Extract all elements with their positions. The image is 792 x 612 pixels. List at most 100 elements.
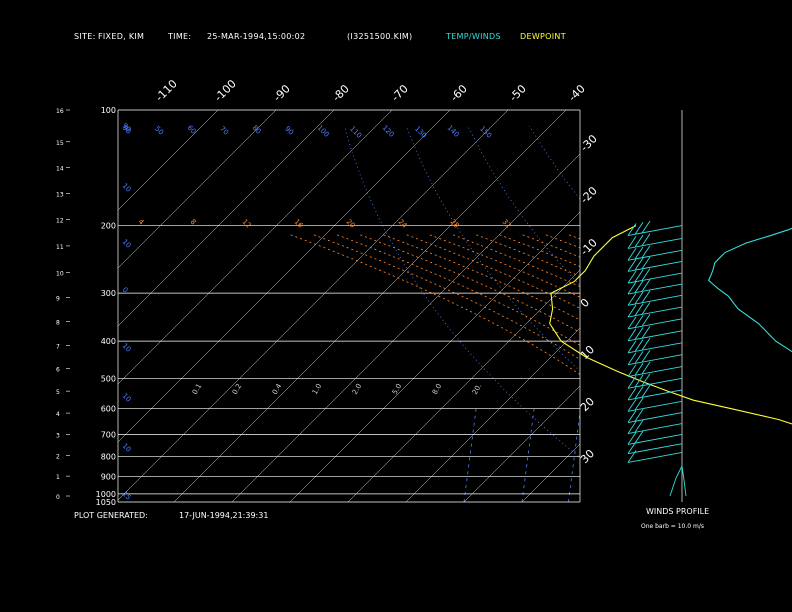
dry-adiabat-line [776,126,792,502]
left-edge-label: 10 [121,238,133,250]
wind-barb [634,234,644,248]
wind-barb [634,222,644,235]
wind-barb [634,291,644,305]
isotherm-label: -40 [566,82,588,104]
wind-barb [641,256,651,270]
wind-barb [641,245,651,258]
dry-adiabat-label: 130 [413,125,428,140]
wind-barb [641,349,651,363]
wind-barb [641,385,651,398]
moist-adiabat-line [496,233,580,268]
height-km-label: 0 [56,494,60,501]
wind-barb [634,420,644,433]
isotherm-label: -50 [507,82,529,104]
wind-shaft [627,283,683,295]
wind-barb [627,399,637,412]
wind-barb [641,313,651,327]
moist-adiabat-label: 8 [189,218,198,227]
dry-adiabat-label: 110 [348,125,363,140]
mixing-ratio-label: 8.0 [431,382,443,396]
wind-barb [627,352,637,365]
wind-shaft [627,237,683,249]
temperature-profile-line [708,227,792,353]
height-km-label: 7 [56,344,60,351]
moist-adiabat-label: 20 [345,218,357,230]
wind-barb [627,223,637,236]
wind-shaft [627,400,683,412]
plot-generated-value: 17-JUN-1994,21:39:31 [179,511,269,520]
isotherm-line [696,110,792,502]
isobar-label: 400 [101,337,116,346]
wind-barb [627,248,637,261]
wind-barb [641,325,651,339]
moist-adiabat-line [357,233,580,333]
wind-shaft [627,452,683,463]
isobar-label: 700 [101,430,116,439]
wind-barb [634,374,644,388]
mixing-ratio-line [463,408,477,502]
dry-adiabat-line [405,125,580,372]
wind-barb [634,351,644,364]
dry-adiabat-label: 120 [381,124,396,139]
mixing-ratio-line [521,408,535,502]
wind-shaft [627,272,683,284]
wind-barb [634,430,644,444]
wind-barb [641,290,651,304]
wind-barb [627,293,637,306]
isotherm-label: -70 [389,82,411,104]
dry-adiabat-line [591,126,792,502]
mixing-ratio-line [754,409,766,502]
isobar-label: 300 [101,289,116,298]
isotherm-label: -90 [271,82,293,104]
mixing-ratio-label: 1.0 [311,382,323,396]
dry-adiabat-label: 80 [251,124,263,136]
wind-barb [641,233,651,247]
isotherm-line [118,110,219,211]
left-edge-label: 10 [121,342,133,354]
wind-barb [627,450,637,463]
isotherm-label: -100 [212,77,239,104]
height-km-label: 9 [56,296,60,303]
height-km-label: 15 [56,140,64,147]
time-label: TIME: [168,32,192,41]
wind-barb [634,327,644,340]
wind-barb [641,279,651,292]
wind-barb [627,421,637,434]
dry-adiabat-line [715,126,792,502]
height-km-label: 5 [56,389,60,396]
height-km-label: 4 [56,411,60,418]
height-km-label: 14 [56,165,64,172]
site-label: SITE: [74,32,96,41]
wind-barb [627,259,637,272]
wind-shaft [627,225,683,236]
wind-barb [627,410,637,423]
left-edge-label: 10 [121,442,133,454]
moist-adiabat-label: 16 [293,218,305,230]
wind-barb [641,337,651,351]
wind-barb [627,316,637,330]
wind-barb [627,340,637,354]
time-value: 25-MAR-1994,15:00:02 [207,32,306,41]
plot-area [118,110,792,502]
dry-adiabat-line [343,125,580,458]
dry-adiabat-label: 90 [283,125,295,137]
isobar-label: 800 [101,453,116,462]
dewpoint-profile-line [549,225,792,425]
wind-barb [634,303,644,316]
height-km-label: 6 [56,367,60,374]
dry-adiabat-label: 140 [446,124,461,139]
isotherm-label: -20 [578,184,600,206]
wind-shaft [627,377,683,389]
left-edge-label: 90 [121,122,133,134]
mixing-ratio-label: 20. [471,382,483,396]
wind-barb [641,220,651,234]
plot-generated-label: PLOT GENERATED: [74,511,148,520]
isotherm-line [579,501,580,502]
isobar-label: 500 [101,374,116,383]
left-edge-label: 0 [121,286,130,295]
wind-shaft [627,412,683,423]
wind-shaft [627,443,683,455]
moist-adiabat-line [287,233,580,375]
mixing-ratio-label: 0.4 [271,382,284,396]
